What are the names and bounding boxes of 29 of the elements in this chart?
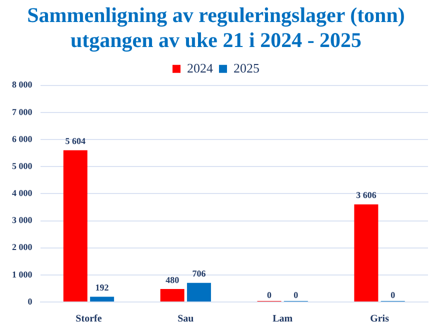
legend-label: 2024 <box>187 60 214 76</box>
y-tick-label: 7 000 <box>12 106 33 117</box>
data-label: 0 <box>267 290 272 300</box>
bar <box>160 289 184 302</box>
y-tick-label: 8 000 <box>12 80 33 90</box>
chart-title: Sammenligning av reguleringslager (tonn) utgangen av uke 21 i 2024 - 2025 <box>27 3 405 52</box>
legend-label: 2025 <box>234 60 260 76</box>
data-label: 480 <box>166 274 180 285</box>
data-label: 192 <box>95 282 110 293</box>
data-label: 706 <box>192 268 206 279</box>
bar <box>354 204 378 302</box>
y-tick-label: 4 000 <box>12 188 33 198</box>
data-label: 5 604 <box>65 136 86 146</box>
bar <box>186 282 211 302</box>
y-tick-label: 6 000 <box>12 134 33 144</box>
data-label: 0 <box>294 290 299 300</box>
y-tick-label: 5 000 <box>12 160 33 171</box>
x-tick-label: Lam <box>272 314 294 325</box>
y-tick-label: 3 000 <box>12 215 33 226</box>
x-tick-label: Gris <box>370 314 390 325</box>
bar <box>63 150 88 302</box>
data-label: 0 <box>390 290 396 300</box>
x-tick-label: Storfe <box>76 314 102 325</box>
data-label: 3 606 <box>356 190 377 200</box>
x-tick-label: Sau <box>178 314 194 325</box>
bar <box>90 296 114 302</box>
y-tick-label: 1 000 <box>12 269 33 280</box>
y-tick-label: 0 <box>28 296 33 306</box>
y-tick-label: 2 000 <box>12 242 33 252</box>
